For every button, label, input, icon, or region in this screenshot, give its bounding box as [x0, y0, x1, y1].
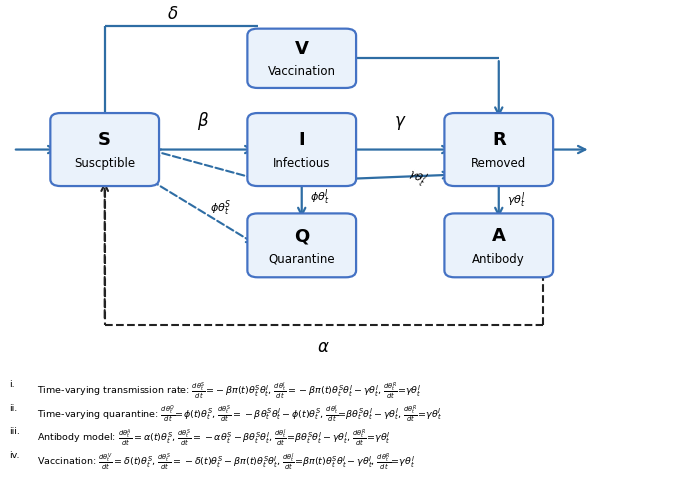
FancyBboxPatch shape — [247, 113, 356, 186]
Text: $\phi\theta_t^S$: $\phi\theta_t^S$ — [210, 198, 232, 217]
Text: $\phi\theta_t^I$: $\phi\theta_t^I$ — [310, 188, 329, 207]
Text: $\delta$: $\delta$ — [167, 5, 178, 23]
Text: $\gamma$: $\gamma$ — [394, 114, 406, 132]
Text: Time-varying quarantine: $\frac{d\theta_t^Q}{dt}\!=\!\phi(t)\theta_t^S$, $\frac{: Time-varying quarantine: $\frac{d\theta_… — [37, 403, 442, 425]
Text: Time-varying transmission rate: $\frac{d\theta_t^S}{dt}\!=\!-\beta\pi(t)\theta_t: Time-varying transmission rate: $\frac{d… — [37, 380, 421, 401]
FancyBboxPatch shape — [247, 213, 356, 277]
Text: S: S — [98, 131, 111, 150]
Text: Antibody: Antibody — [473, 252, 525, 266]
Text: $\gamma\theta_t^I$: $\gamma\theta_t^I$ — [507, 190, 525, 209]
Text: Suscptible: Suscptible — [74, 157, 135, 170]
Text: I: I — [299, 131, 305, 150]
FancyBboxPatch shape — [247, 29, 356, 88]
Text: Q: Q — [294, 227, 310, 245]
Text: iii.: iii. — [10, 427, 21, 436]
FancyBboxPatch shape — [445, 213, 553, 277]
Text: Infectious: Infectious — [273, 157, 330, 170]
Text: A: A — [492, 227, 506, 245]
FancyBboxPatch shape — [445, 113, 553, 186]
Text: i.: i. — [10, 380, 15, 389]
Text: Vaccination: Vaccination — [268, 65, 336, 78]
FancyBboxPatch shape — [50, 113, 159, 186]
Text: R: R — [492, 131, 506, 150]
Text: Vaccination: $\frac{d\theta_t^V}{dt} = \delta(t)\theta_t^S$, $\frac{d\theta_t^S}: Vaccination: $\frac{d\theta_t^V}{dt} = \… — [37, 451, 415, 472]
Text: $\gamma\theta_t^I$: $\gamma\theta_t^I$ — [403, 164, 429, 190]
Text: Antibody model: $\frac{d\theta_t^A}{dt} = \alpha(t)\theta_t^S$, $\frac{d\theta_t: Antibody model: $\frac{d\theta_t^A}{dt} … — [37, 427, 390, 448]
Text: Removed: Removed — [471, 157, 526, 170]
Text: iv.: iv. — [10, 451, 20, 460]
Text: $\beta$: $\beta$ — [197, 110, 210, 132]
Text: ii.: ii. — [10, 403, 18, 413]
Text: $\alpha$: $\alpha$ — [317, 338, 330, 356]
Text: V: V — [295, 40, 309, 58]
Text: Quarantine: Quarantine — [269, 252, 335, 266]
